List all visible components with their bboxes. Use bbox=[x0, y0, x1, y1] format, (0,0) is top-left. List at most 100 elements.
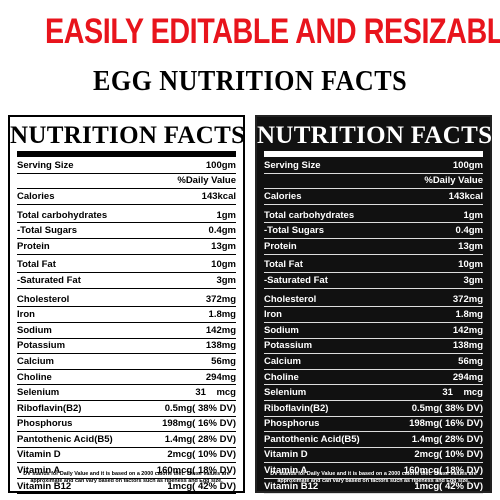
nutrient-value: 13gm bbox=[211, 240, 236, 252]
nutrient-value: 143kcal bbox=[201, 190, 236, 202]
nutrient-label: Vitamin A bbox=[17, 465, 61, 477]
nutrient-label: -Total Sugars bbox=[17, 225, 77, 237]
nutrient-label: Calories bbox=[17, 190, 55, 202]
nutrient-value: 1mcg( 42% DV) bbox=[167, 480, 236, 492]
nutrient-value: 0.5mg( 38% DV) bbox=[164, 402, 236, 414]
nutrient-value: 56mg bbox=[458, 355, 483, 367]
footer-note: DV stands for Daily Value and it is base… bbox=[270, 471, 477, 484]
nutrient-row: Riboflavin(B2) 0.5mg( 38% DV) bbox=[17, 401, 236, 417]
nutrient-row: -Total Sugars 0.4gm bbox=[17, 223, 236, 239]
nutrient-value: 56mg bbox=[211, 355, 236, 367]
nutrient-row: Selenium 31 mcg bbox=[17, 385, 236, 401]
footer-note: DV stands for Daily Value and it is base… bbox=[23, 471, 230, 484]
nutrient-value: 294mg bbox=[452, 371, 483, 383]
nutrient-label: Sodium bbox=[264, 324, 299, 336]
nutrient-label: Vitamin D bbox=[264, 449, 308, 461]
nutrient-value: 1.8mg bbox=[455, 309, 483, 321]
nutrient-value: 0.4gm bbox=[455, 225, 483, 237]
nutrient-row: Riboflavin(B2) 0.5mg( 38% DV) bbox=[264, 401, 483, 417]
nutrient-row: Iron 1.8mg bbox=[264, 307, 483, 323]
nutrient-row: Phosphorus 198mg( 16% DV) bbox=[264, 417, 483, 433]
nutrient-row: %Daily Value bbox=[264, 174, 483, 190]
nutrient-row: -Total Sugars 0.4gm bbox=[264, 223, 483, 239]
nutrient-value: 1gm bbox=[463, 209, 483, 221]
nutrient-value: 31 mcg bbox=[195, 387, 236, 399]
nutrient-value: 143kcal bbox=[448, 190, 483, 202]
nutrient-row: -Saturated Fat 3gm bbox=[17, 273, 236, 289]
nutrient-label: -Total Sugars bbox=[264, 225, 324, 237]
nutrient-label: Selenium bbox=[17, 387, 60, 399]
nutrient-value: 142mg bbox=[452, 324, 483, 336]
nutrient-value: 372mg bbox=[205, 293, 236, 305]
nutrient-label: Phosphorus bbox=[17, 418, 73, 430]
nutrient-row: Vitamin A 160mcg( 18% DV) bbox=[264, 463, 483, 479]
nutrient-row: Selenium 31 mcg bbox=[264, 385, 483, 401]
nutrient-value: 1gm bbox=[216, 209, 236, 221]
nutrient-value: 138mg bbox=[452, 340, 483, 352]
nutrient-row: Cholesterol 372mg bbox=[17, 292, 236, 308]
nutrient-label: Vitamin D bbox=[17, 449, 61, 461]
nutrient-label: Vitamin B12 bbox=[264, 480, 319, 492]
nutrient-value: 31 mcg bbox=[442, 387, 483, 399]
nutrient-row: Total Fat 10gm bbox=[17, 258, 236, 274]
nutrient-row: Total Fat 10gm bbox=[264, 258, 483, 274]
nutrient-label: Choline bbox=[264, 371, 299, 383]
nutrient-label: Potassium bbox=[17, 340, 66, 352]
nutrient-row: Vitamin D 2mcg( 10% DV) bbox=[264, 448, 483, 464]
nutrient-value: 142mg bbox=[205, 324, 236, 336]
nutrient-row: Total carbohydrates 1gm bbox=[17, 208, 236, 224]
nutrient-label: Cholesterol bbox=[264, 293, 317, 305]
nutrient-value: 198mg( 16% DV) bbox=[162, 418, 236, 430]
nutrient-row: Sodium 142mg bbox=[264, 323, 483, 339]
nutrient-label: Protein bbox=[17, 240, 50, 252]
nutrition-panel-light: NUTRITION FACTS Serving Size 100gm %Daily … bbox=[8, 115, 246, 495]
nutrient-label: Calcium bbox=[17, 355, 54, 367]
nutrient-value: 3gm bbox=[216, 274, 236, 286]
nutrient-value: 1.8mg bbox=[208, 309, 236, 321]
nutrient-label: Total carbohydrates bbox=[17, 209, 108, 221]
nutrient-value: 160mcg( 18% DV) bbox=[403, 465, 483, 477]
thick-divider bbox=[17, 151, 236, 157]
subheadline: EGG NUTRITION FACTS bbox=[92, 65, 408, 97]
nutrient-label: Choline bbox=[17, 371, 52, 383]
nutrient-label: Sodium bbox=[17, 324, 52, 336]
nutrient-value: 3gm bbox=[463, 274, 483, 286]
nutrient-value: 294mg bbox=[205, 371, 236, 383]
nutrition-rows: Serving Size 100gm %Daily Value Calories 143… bbox=[17, 158, 236, 495]
nutrient-row: -Saturated Fat 3gm bbox=[264, 273, 483, 289]
nutrient-row: Vitamin D 2mcg( 10% DV) bbox=[17, 448, 236, 464]
nutrient-label: Phosphorus bbox=[264, 418, 320, 430]
nutrient-label: -Saturated Fat bbox=[264, 274, 328, 286]
nutrient-value: 100gm bbox=[452, 159, 483, 171]
nutrient-label: Selenium bbox=[264, 387, 307, 399]
nutrient-value: 372mg bbox=[452, 293, 483, 305]
nutrient-label: Total carbohydrates bbox=[264, 209, 355, 221]
nutrient-label: Pantothenic Acid(B5) bbox=[17, 433, 113, 445]
nutrient-label: Riboflavin(B2) bbox=[264, 402, 329, 414]
nutrient-value: 2mcg( 10% DV) bbox=[167, 449, 236, 461]
nutrient-row: Protein 13gm bbox=[17, 239, 236, 255]
nutrient-value: 100gm bbox=[205, 159, 236, 171]
nutrient-value: %Daily Value bbox=[177, 175, 236, 187]
nutrient-label: Serving Size bbox=[264, 159, 321, 171]
nutrient-label: Calcium bbox=[264, 355, 301, 367]
nutrient-row: Phosphorus 198mg( 16% DV) bbox=[17, 417, 236, 433]
nutrient-row: Calcium 56mg bbox=[17, 354, 236, 370]
nutrient-row: Potassium 138mg bbox=[17, 339, 236, 355]
nutrient-row: Serving Size 100gm bbox=[264, 158, 483, 174]
nutrient-label: Serving Size bbox=[17, 159, 74, 171]
nutrient-row: Iron 1.8mg bbox=[17, 307, 236, 323]
nutrient-label: Iron bbox=[264, 309, 282, 321]
panel-title: NUTRITION FACTS bbox=[10, 122, 246, 149]
nutrient-value: 0.5mg( 38% DV) bbox=[411, 402, 483, 414]
nutrient-label: Vitamin B12 bbox=[17, 480, 72, 492]
nutrition-panel-dark: NUTRITION FACTS Serving Size 100gm %Daily … bbox=[255, 115, 492, 495]
nutrient-value: 1.4mg( 28% DV) bbox=[164, 433, 236, 445]
nutrient-value: 2mcg( 10% DV) bbox=[414, 449, 483, 461]
nutrient-label: Potassium bbox=[264, 340, 313, 352]
nutrient-row: Pantothenic Acid(B5) 1.4mg( 28% DV) bbox=[17, 432, 236, 448]
nutrient-value: 138mg bbox=[205, 340, 236, 352]
nutrient-row: Calories 143kcal bbox=[17, 189, 236, 205]
nutrient-label: Protein bbox=[264, 240, 297, 252]
nutrient-value: 198mg( 16% DV) bbox=[409, 418, 483, 430]
